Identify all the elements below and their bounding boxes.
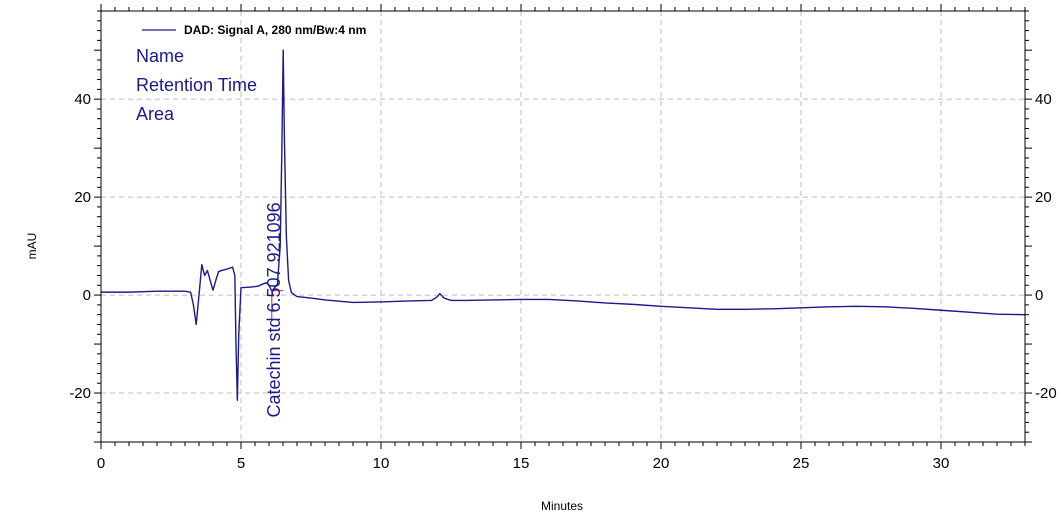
x-tick-label: 25 [793, 455, 810, 472]
y-tick-label-right: 40 [1035, 91, 1052, 108]
grid-lines [101, 11, 1025, 442]
x-axis-title: Minutes [541, 499, 583, 513]
y-tick-label-right: 20 [1035, 189, 1052, 206]
y-tick-label-left: -20 [69, 385, 91, 402]
info-field-name: Name [136, 46, 184, 66]
axis-ticks [94, 4, 1032, 449]
y-axis-title: mAU [25, 233, 39, 260]
y-tick-label-right: 0 [1035, 287, 1043, 304]
info-field-area: Area [136, 104, 175, 124]
y-tick-label-left: 20 [74, 189, 91, 206]
x-tick-label: 5 [237, 455, 245, 472]
legend: DAD: Signal A, 280 nm/Bw:4 nm [142, 23, 366, 37]
legend-label-signal-a: DAD: Signal A, 280 nm/Bw:4 nm [184, 23, 366, 37]
y-tick-label-left: 40 [74, 91, 91, 108]
series-line-signal-a [101, 49, 1026, 402]
x-tick-label: 30 [933, 455, 950, 472]
y-tick-label-right: -20 [1035, 385, 1057, 402]
peak-label-catechin: Catechin std 6.507 921096 [264, 202, 284, 417]
peak-annotations: Catechin std 6.507 921096 [264, 202, 284, 417]
y-tick-label-left: 0 [83, 287, 91, 304]
info-field-retention-time: Retention Time [136, 75, 257, 95]
info-fields: Name Retention Time Area [136, 46, 257, 124]
x-tick-label: 0 [97, 455, 105, 472]
x-tick-label: 10 [373, 455, 390, 472]
x-tick-label: 20 [653, 455, 670, 472]
series-layer [101, 49, 1026, 402]
tick-labels: 0 5 10 15 20 25 30 -20 -20 0 0 20 20 40 40 [69, 91, 1056, 472]
x-tick-label: 15 [513, 455, 530, 472]
